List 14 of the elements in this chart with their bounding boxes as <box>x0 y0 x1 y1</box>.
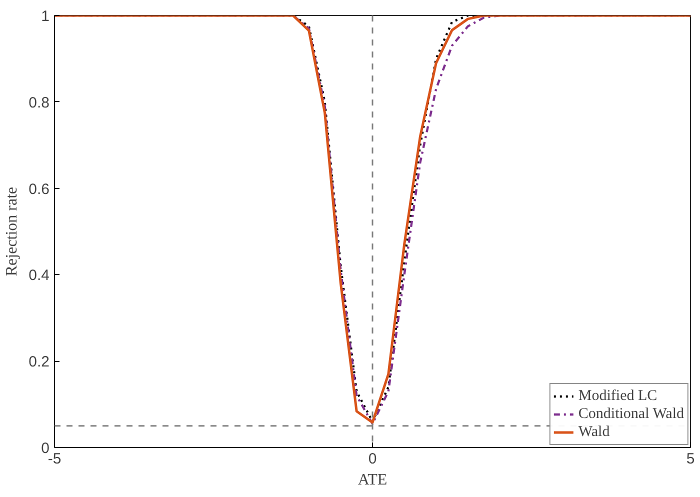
legend-label: Conditional Wald <box>578 405 684 423</box>
y-tick-label: 0 <box>41 440 50 457</box>
y-tick-label: 0.8 <box>28 94 50 112</box>
y-tick-label: 0.2 <box>28 354 50 371</box>
y-tick-label: 0.4 <box>28 267 50 284</box>
x-tick-label: 0 <box>368 450 377 468</box>
y-tick-label: 1 <box>41 8 50 25</box>
y-tick-label: 0.6 <box>28 180 50 198</box>
y-axis-title: Rejection rate <box>4 186 21 276</box>
x-axis-title: ATE <box>358 472 388 488</box>
x-tick-label: 5 <box>686 450 695 468</box>
x-tick-label: -5 <box>48 450 62 468</box>
legend-label: Wald <box>578 423 610 441</box>
legend-label: Modified LC <box>578 387 658 405</box>
